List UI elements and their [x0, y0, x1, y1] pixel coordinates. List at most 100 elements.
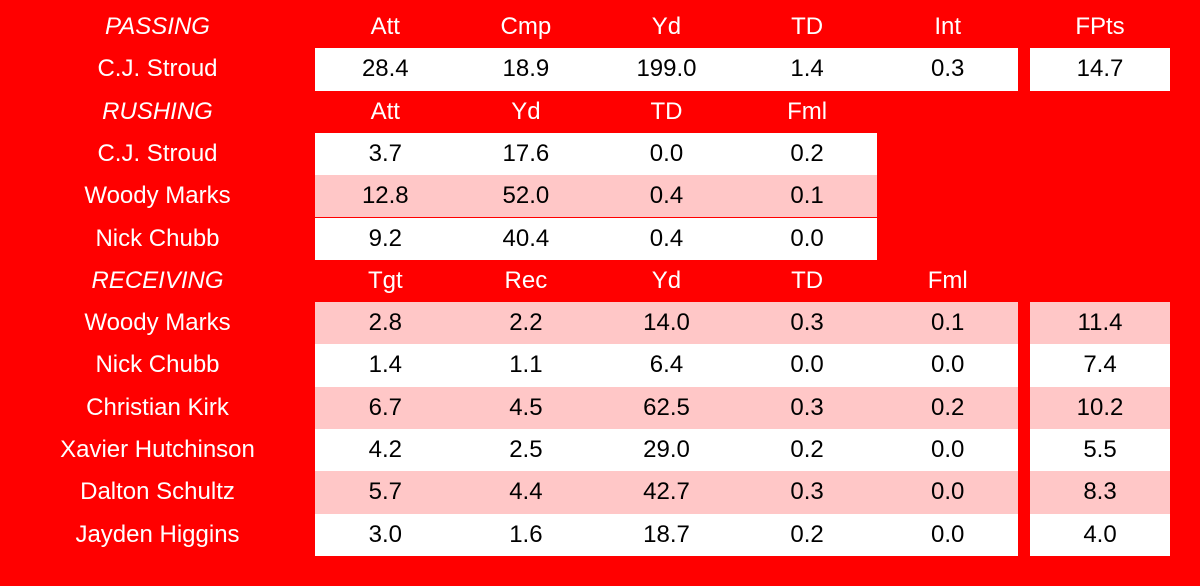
stat-value: 0.3 [931, 55, 965, 83]
stat-value: 9.2 [368, 224, 402, 252]
row-background [315, 175, 878, 218]
row-background [315, 132, 878, 176]
stat-value: 42.7 [643, 478, 690, 506]
column-header: Yd [511, 97, 541, 125]
stat-value: 0.1 [931, 309, 965, 337]
row-background [315, 217, 878, 260]
row-background [315, 471, 1018, 514]
stat-value: 6.4 [649, 351, 684, 379]
column-header: Yd [651, 13, 682, 40]
fpts-value: 11.4 [1077, 309, 1123, 337]
stat-value: 52.0 [502, 182, 550, 210]
column-header: Rec [504, 266, 548, 294]
stat-value: 4.2 [368, 436, 402, 463]
fpts-value: 10.2 [1076, 393, 1124, 421]
stat-value: 0.3 [790, 309, 824, 337]
fpts-value: 7.4 [1083, 351, 1117, 379]
column-header: TD [791, 266, 824, 294]
stat-value: 1.6 [509, 520, 543, 548]
column-header: Att [370, 13, 400, 40]
stat-value: 2.8 [368, 309, 402, 337]
stat-value: 0.2 [931, 393, 965, 421]
fpts-background [1030, 48, 1170, 91]
fpts-background [1030, 386, 1170, 429]
column-header: Cmp [500, 13, 552, 40]
stat-value: 28.4 [361, 55, 409, 83]
stat-value: 4.4 [509, 478, 543, 506]
stat-value: 5.7 [368, 478, 402, 506]
player-name: C.J. Stroud [97, 55, 218, 83]
stat-value: 0.0 [931, 351, 965, 379]
stat-value: 17.6 [502, 139, 550, 167]
column-header: Int [934, 13, 962, 40]
stat-value: 12.8 [361, 182, 409, 210]
stat-value: 0.0 [931, 520, 965, 548]
player-name: Nick Chubb [95, 351, 220, 379]
stat-value: 0.0 [931, 436, 965, 463]
stat-value: 0.0 [790, 224, 824, 252]
row-background [315, 302, 1018, 345]
stat-value: 0.2 [790, 520, 824, 548]
section-title: PASSING [105, 13, 210, 40]
player-name: Xavier Hutchinson [60, 436, 255, 463]
fpts-value: 8.3 [1083, 478, 1117, 506]
section-title: RECEIVING [91, 266, 224, 294]
player-name: Jayden Higgins [75, 520, 240, 548]
player-name: Woody Marks [84, 309, 231, 337]
row-background [315, 429, 1018, 472]
stat-value: 0.1 [790, 182, 824, 210]
stat-value: 3.0 [368, 520, 402, 548]
stat-value: 0.0 [790, 351, 824, 379]
player-name: Woody Marks [84, 182, 231, 210]
row-background [315, 386, 1018, 429]
stat-value: 0.4 [649, 182, 684, 210]
stat-value: 2.2 [509, 309, 543, 337]
column-header: TD [650, 97, 683, 125]
stat-value: 1.4 [790, 55, 824, 83]
fpts-value: 4.0 [1083, 520, 1117, 548]
stat-value: 40.4 [502, 224, 550, 252]
fpts-background [1030, 302, 1170, 345]
stat-value: 0.0 [649, 139, 684, 167]
stat-value: 199.0 [636, 55, 697, 83]
stat-value: 1.4 [368, 351, 402, 379]
stat-value: 0.4 [649, 224, 684, 252]
stat-value: 3.7 [368, 139, 402, 167]
stat-value: 0.2 [790, 436, 824, 463]
fpts-background [1030, 344, 1170, 387]
stat-value: 0.3 [790, 393, 824, 421]
player-name: Nick Chubb [95, 224, 220, 252]
section-title: RUSHING [102, 97, 213, 125]
stat-value: 2.5 [509, 436, 543, 463]
stat-value: 18.7 [643, 520, 690, 548]
fpts-value: 5.5 [1083, 436, 1117, 463]
column-header: Fml [787, 97, 828, 125]
row-background [315, 344, 1018, 387]
fpts-background [1030, 429, 1170, 472]
stat-value: 0.0 [931, 478, 965, 506]
player-name: Christian Kirk [86, 393, 229, 421]
fpts-value: 14.7 [1076, 55, 1124, 83]
column-header: Yd [651, 266, 682, 294]
stat-value: 14.0 [643, 309, 690, 337]
fpts-background [1030, 471, 1170, 514]
stat-value: 6.7 [368, 393, 402, 421]
stat-value: 0.2 [790, 139, 824, 167]
stat-value: 29.0 [643, 436, 690, 463]
fpts-background [1030, 513, 1170, 556]
column-header: Tgt [367, 266, 403, 294]
column-header: Fml [927, 266, 968, 294]
stat-value: 1.1 [509, 351, 543, 379]
stat-value: 4.5 [509, 393, 543, 421]
column-header: TD [791, 13, 824, 40]
stat-value: 62.5 [643, 393, 690, 421]
player-name: Dalton Schultz [80, 478, 235, 506]
column-header: Att [370, 97, 400, 125]
stat-value: 18.9 [502, 55, 550, 83]
player-name: C.J. Stroud [97, 139, 218, 167]
row-background [315, 48, 1018, 91]
stat-value: 0.3 [790, 478, 824, 506]
column-header: FPts [1075, 13, 1125, 40]
row-background [315, 513, 1018, 556]
